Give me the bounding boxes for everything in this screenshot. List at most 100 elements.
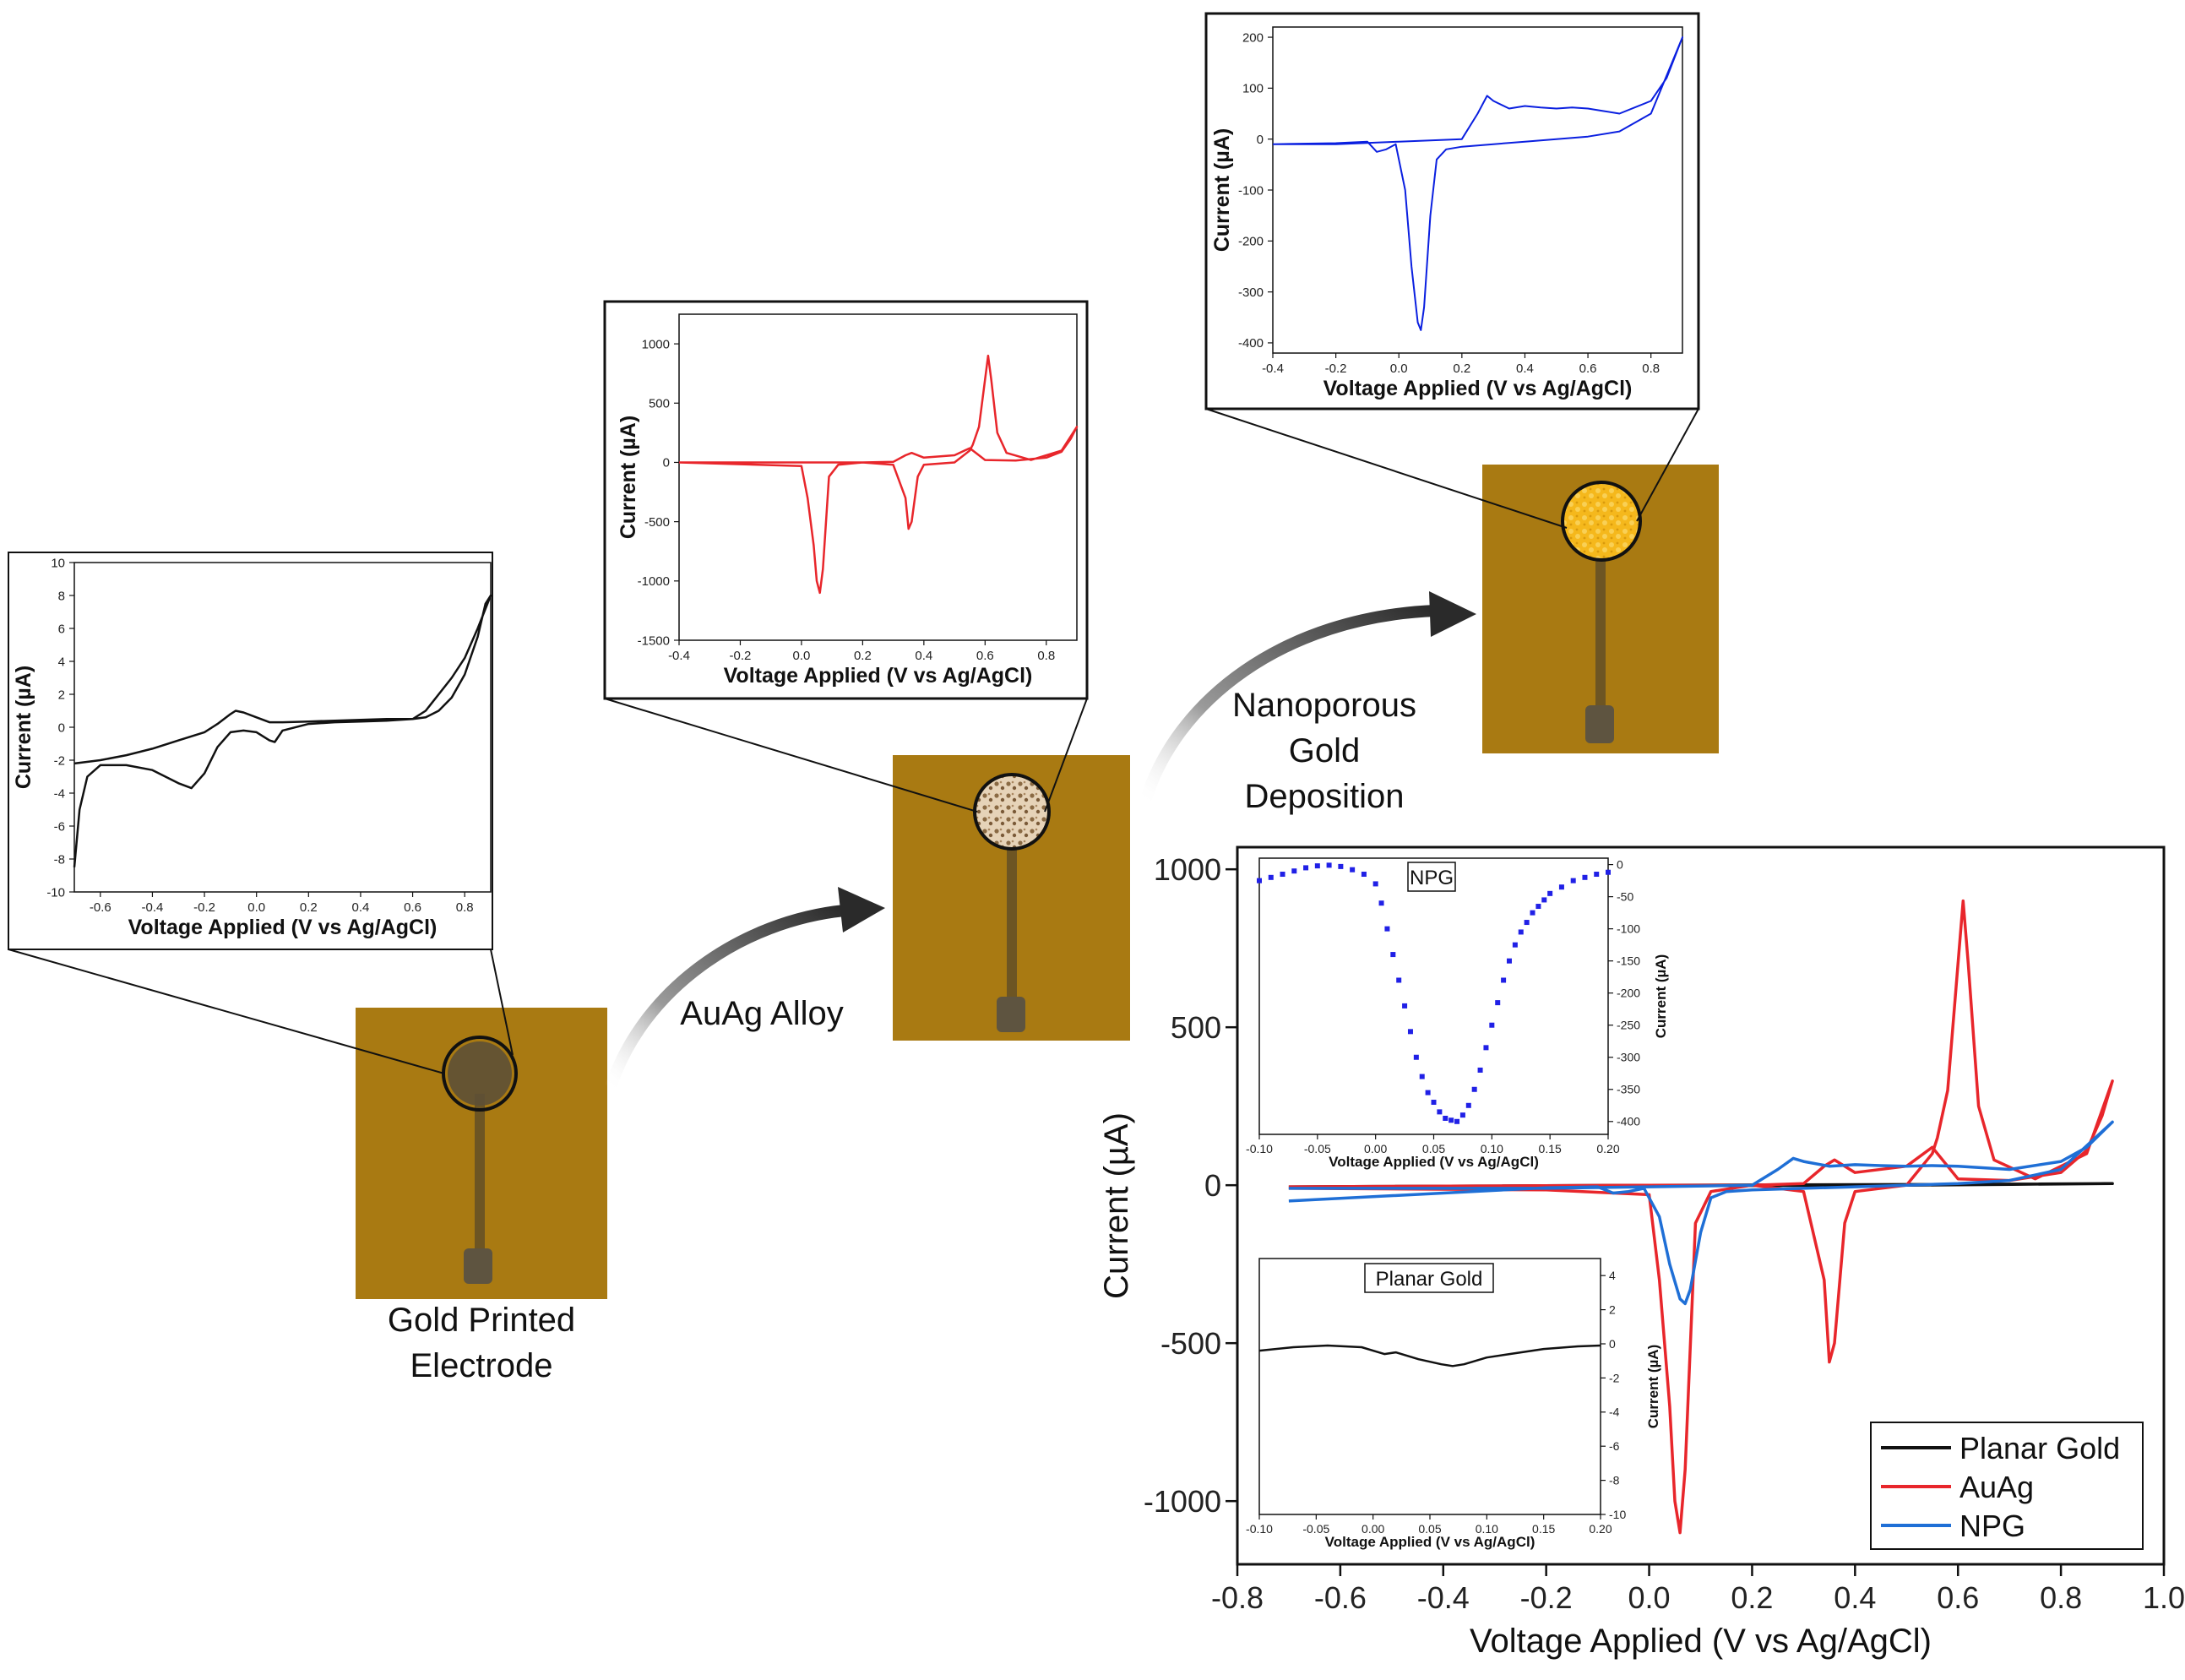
x-tick-label: 0.4 [1834,1580,1876,1615]
y-tick-label: 0 [1257,133,1264,147]
x-tick-label: 0.10 [1476,1522,1498,1536]
y-tick-label: 4 [58,655,65,669]
x-tick-label: 0.20 [1589,1522,1612,1536]
y-tick-label: -300 [1617,1051,1640,1064]
y-tick-label: -100 [1617,922,1640,936]
series-line-planar-gold [1258,1344,1601,1367]
inset-plot-area [1258,1258,1601,1515]
data-point [1384,926,1390,932]
data-point [1454,1118,1460,1124]
x-axis-label: Voltage Applied (V vs Ag/AgCl) [1470,1623,1932,1660]
inset-title: NPG [1410,867,1454,889]
data-point [1338,863,1344,869]
data-point [1570,878,1576,883]
x-tick-label: -0.4 [1262,362,1284,376]
y-tick-label: 0 [663,456,670,470]
y-axis-label: Current (µA) [1098,1112,1135,1299]
planar-gold-cv-chart: -0.6 -0.4 -0.2 0.0 0.2 0.4 0.6 0.8 -10 -8 -6 -4 -2 0 2… [8,552,493,950]
process-arrow-1 [604,887,885,1092]
y-tick-label: 2 [1609,1303,1616,1317]
x-tick-label: 0.20 [1596,1142,1619,1155]
data-point [1378,900,1384,906]
data-point [1326,862,1332,868]
data-point [1402,1003,1408,1009]
legend-label: AuAg [1959,1470,2034,1504]
x-tick-label: 0.05 [1418,1522,1441,1536]
x-tick-label: -0.6 [1314,1580,1367,1615]
y-tick-label: -300 [1238,285,1264,300]
x-tick-label: 0.0 [792,649,810,663]
y-tick-label: -200 [1238,235,1264,249]
npg-label-line3: Deposition [1244,778,1404,815]
x-tick-label: 0.2 [854,649,872,663]
series-line-npg [1288,1120,2114,1306]
data-point [1547,890,1553,896]
data-point [1489,1022,1495,1028]
data-point [1582,874,1588,880]
y-tick-label: 6 [58,622,65,636]
y-tick-label: 0 [1617,858,1623,872]
data-point [1501,977,1507,983]
data-point [1390,952,1396,958]
x-tick-label: 0.6 [404,900,421,915]
y-tick-label: -10 [1609,1508,1626,1521]
x-tick-label: 0.6 [1937,1580,1979,1615]
x-tick-label: 0.00 [1364,1142,1387,1155]
y-tick-label: 0 [58,720,65,735]
x-tick-label: 0.6 [976,649,994,663]
y-tick-label: -200 [1617,987,1640,1000]
x-tick-label: 0.8 [1037,649,1055,663]
x-tick-label: 0.05 [1422,1142,1445,1155]
y-tick-label: -6 [54,819,65,834]
y-tick-label: -10 [46,885,65,900]
y-tick-label: -400 [1617,1115,1640,1128]
y-tick-label: -500 [1160,1326,1221,1361]
x-tick-label: 0.0 [247,900,265,915]
y-tick-label: -4 [1609,1405,1620,1419]
y-tick-label: -8 [1609,1474,1620,1487]
data-point [1396,977,1402,983]
series-line-planar-gold [73,594,492,867]
x-tick-label: 0.2 [1453,362,1470,376]
data-point [1465,1102,1471,1108]
zoom-leader-lines [8,408,1699,1074]
x-tick-label: 0.10 [1481,1142,1503,1155]
x-tick-label: -0.05 [1304,1142,1331,1155]
x-axis-label: Voltage Applied (V vs Ag/AgCl) [724,664,1033,688]
data-point [1280,872,1285,878]
x-tick-label: 0.8 [1642,362,1660,376]
y-tick-label: 0 [1609,1337,1616,1351]
y-tick-label: -2 [1609,1371,1620,1384]
x-tick-label: -0.4 [1417,1580,1470,1615]
y-tick-label: 500 [649,397,670,411]
data-point [1350,867,1356,873]
y-tick-label: -2 [54,753,65,768]
y-tick-label: -500 [644,515,670,530]
npg-label-line1: Nanoporous [1232,687,1416,724]
x-tick-label: 0.4 [1516,362,1534,376]
data-point [1407,1029,1413,1035]
gold-printed-label-line1: Gold Printed [388,1302,575,1339]
data-point [1518,929,1524,935]
legend-label: Planar Gold [1959,1431,2120,1465]
legend-box [1870,1422,2144,1550]
y-tick-label: 4 [1609,1269,1616,1282]
x-tick-label: 0.0 [1390,362,1408,376]
data-point [1530,910,1535,916]
inset-plot-area [1258,857,1609,1135]
data-point [1558,884,1564,890]
plot-area [1272,26,1683,354]
data-point [1449,1117,1454,1123]
y-tick-label: 8 [58,589,65,603]
data-point [1443,1115,1449,1121]
legend-label: NPG [1959,1509,2025,1543]
data-point [1495,1000,1501,1006]
gold-printed-electrode-photo [356,1008,607,1299]
data-point [1512,942,1518,948]
y-tick-label: 100 [1242,82,1264,96]
y-axis-label: Current (µA) [1645,1345,1661,1429]
y-axis-label: Current (µA) [1653,954,1669,1039]
data-point [1606,869,1611,875]
y-tick-label: -8 [54,852,65,867]
y-axis-label: Current (µA) [12,666,35,789]
